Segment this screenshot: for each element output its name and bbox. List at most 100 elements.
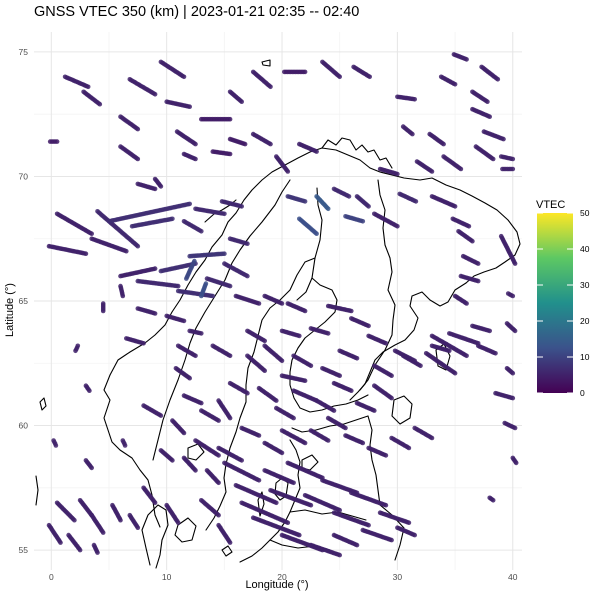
vtec-point xyxy=(193,468,198,473)
vtec-point xyxy=(429,435,435,441)
vtec-point xyxy=(302,199,308,204)
vtec-point xyxy=(406,445,412,451)
satellite-track xyxy=(193,206,227,217)
vtec-point xyxy=(314,231,319,236)
satellite-track xyxy=(219,199,244,209)
kola-white-sea-coast xyxy=(349,282,467,401)
vtec-point xyxy=(245,241,250,246)
vtec-point xyxy=(187,375,192,381)
satellite-track xyxy=(175,343,198,359)
vtec-point xyxy=(245,390,250,396)
vtec-point xyxy=(216,418,221,423)
vtec-point xyxy=(187,201,192,207)
vtec-point xyxy=(360,219,366,224)
satellite-track xyxy=(173,366,192,381)
uk-coast-fragment xyxy=(35,475,39,506)
vtec-point xyxy=(343,425,348,431)
satellite-track xyxy=(285,460,325,481)
satellite-track xyxy=(343,214,366,224)
satellite-track xyxy=(427,131,446,147)
satellite-track xyxy=(366,445,389,458)
vtec-point xyxy=(262,368,268,374)
satellite-track xyxy=(216,522,233,545)
satellite-track xyxy=(239,500,291,525)
satellite-track xyxy=(279,428,308,446)
y-tick-label: 75 xyxy=(19,47,29,57)
satellite-track xyxy=(181,455,198,473)
vtec-point xyxy=(256,478,262,483)
vtec-point xyxy=(325,331,331,336)
zealand-island xyxy=(174,517,197,543)
vtec-point xyxy=(175,520,181,525)
satellite-track xyxy=(372,211,400,229)
satellite-track xyxy=(481,129,506,142)
satellite-track xyxy=(51,438,59,448)
satellite-track xyxy=(204,468,221,486)
vtec-point xyxy=(135,525,141,530)
vtec-point xyxy=(181,430,187,436)
vtec-point xyxy=(152,500,158,506)
satellite-track xyxy=(502,420,518,431)
satellite-track xyxy=(429,343,452,354)
satellite-track xyxy=(118,266,158,279)
satellite-track xyxy=(164,502,181,525)
satellite-track xyxy=(504,366,516,376)
vtec-point xyxy=(222,251,227,256)
satellite-track xyxy=(460,253,481,266)
satellite-track xyxy=(372,383,394,401)
vtec-point xyxy=(124,248,129,254)
vtec-point xyxy=(308,502,314,508)
satellite-track xyxy=(366,333,389,346)
finland-west-coast xyxy=(289,277,369,413)
satellite-track xyxy=(46,522,63,545)
vtec-point xyxy=(512,261,518,266)
vtec-point xyxy=(181,318,187,324)
satellite-track xyxy=(227,89,244,104)
vtec-point xyxy=(256,433,262,438)
satellite-track xyxy=(181,219,204,234)
legend-colorbar xyxy=(537,213,573,393)
satellite-track xyxy=(500,166,516,172)
sweden-finland-border xyxy=(296,187,323,301)
satellite-track xyxy=(325,415,348,431)
coastline-layer xyxy=(35,59,521,569)
satellite-track xyxy=(451,52,469,62)
vtec-point xyxy=(337,74,343,80)
vtec-point xyxy=(302,440,308,446)
satellite-track xyxy=(62,74,91,90)
legend-tick-label: 10 xyxy=(580,352,590,362)
satellite-track xyxy=(81,89,103,107)
satellite-track xyxy=(106,201,192,224)
satellite-track xyxy=(297,216,319,236)
vtec-point xyxy=(464,353,469,359)
satellite-track xyxy=(354,194,371,209)
satellite-track xyxy=(204,276,233,289)
satellite-track xyxy=(250,69,273,90)
vtec-point xyxy=(181,74,187,80)
grid-layer xyxy=(34,32,522,570)
legend-title: VTEC xyxy=(536,199,565,211)
vtec-point xyxy=(475,278,481,284)
satellite-track xyxy=(222,261,250,279)
vtec-point xyxy=(239,458,244,463)
vtec-point xyxy=(227,283,233,289)
satellite-track xyxy=(412,425,435,441)
vtec-point xyxy=(227,415,233,421)
vtec-point xyxy=(510,395,516,401)
satellite-track xyxy=(314,398,337,413)
satellite-track xyxy=(285,194,308,204)
satellite-track xyxy=(210,343,233,359)
vtec-point xyxy=(245,273,250,279)
latvia-lithuania-border xyxy=(289,509,367,521)
satellite-track xyxy=(441,154,464,172)
vtec-point xyxy=(279,450,285,456)
satellite-track xyxy=(470,106,493,119)
satellite-track xyxy=(54,500,77,523)
satellite-track xyxy=(325,303,354,314)
satellite-track xyxy=(164,99,192,109)
satellite-track xyxy=(279,328,302,339)
satellite-track xyxy=(331,186,352,199)
satellite-track xyxy=(400,124,415,137)
vtec-point xyxy=(216,512,221,518)
